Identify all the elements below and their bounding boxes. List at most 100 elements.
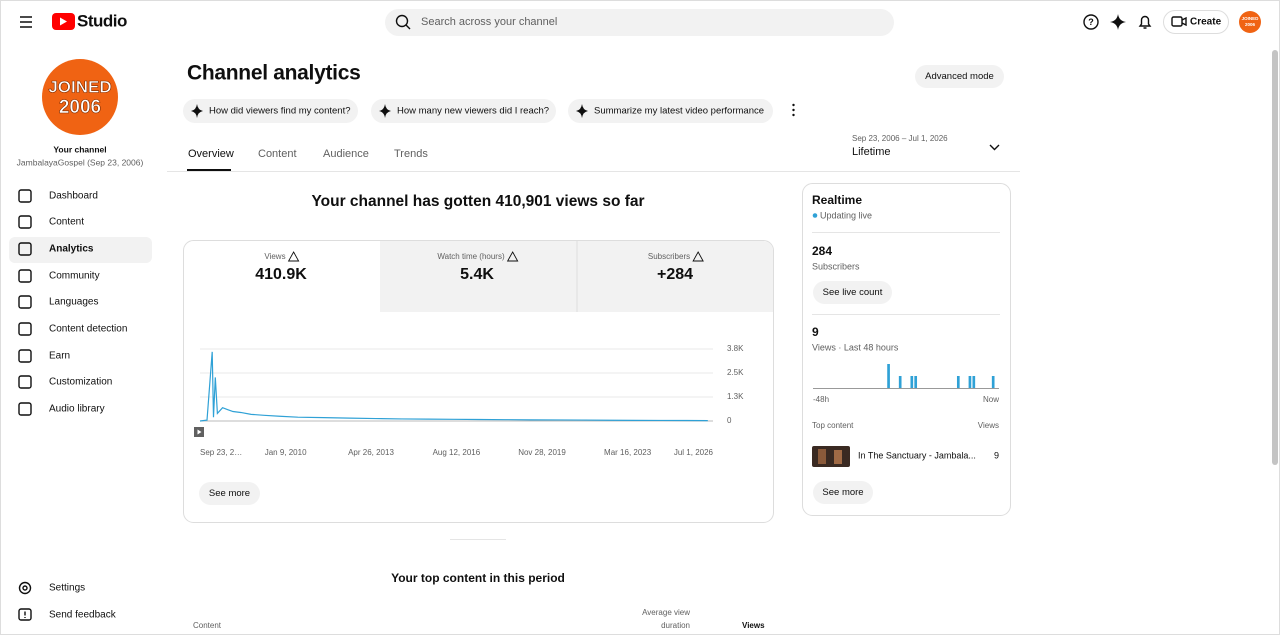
ai-button[interactable] — [1110, 14, 1126, 30]
see-live-count-button[interactable] — [813, 281, 892, 304]
nav-item[interactable]: Send feedback — [49, 610, 117, 621]
nav-item[interactable]: Content — [49, 217, 84, 228]
table-header: Views — [742, 621, 765, 630]
thumbnail-figure — [818, 449, 826, 464]
see-more-label: See more — [822, 487, 863, 498]
top-content-title: Your top content in this period — [391, 571, 565, 585]
bar — [914, 376, 918, 388]
thumbnail-figure — [834, 450, 842, 464]
period[interactable]: Lifetime — [852, 146, 891, 158]
tab[interactable]: Audience — [323, 148, 369, 160]
more-button[interactable] — [792, 103, 795, 107]
headline: Your channel has gotten 410,901 views so… — [311, 193, 644, 210]
search-icon — [395, 14, 409, 28]
metric-label[interactable]: Subscribers — [648, 252, 690, 261]
nav-item[interactable]: Content detection — [49, 324, 127, 335]
bar — [887, 364, 890, 388]
nav-item[interactable]: Dashboard — [49, 191, 98, 202]
search-box[interactable] — [385, 9, 894, 36]
nav-icon — [18, 322, 32, 336]
metric-value: 410.9K — [255, 266, 307, 283]
realtime-views-label: Views · Last 48 hours — [812, 342, 899, 352]
avatar-text: JOINED — [48, 77, 111, 96]
nav-item[interactable]: Customization — [49, 377, 112, 388]
create-icon-lens — [1181, 16, 1187, 27]
x-tick-label: Apr 26, 2013 — [348, 448, 394, 457]
more-dot — [792, 113, 795, 117]
logo-play — [60, 17, 67, 26]
x-tick-label: Aug 12, 2016 — [433, 448, 481, 457]
create-label: Create — [1190, 17, 1222, 28]
create-button[interactable] — [1163, 10, 1229, 34]
sparkle-icon — [379, 104, 391, 118]
nav-item[interactable]: Languages — [49, 297, 99, 308]
x-tick-label: Nov 28, 2019 — [518, 448, 566, 457]
nav-icon — [18, 375, 32, 389]
nav-active-bg — [9, 237, 152, 263]
x-tick-label: Now — [983, 395, 999, 404]
notifications-button[interactable] — [1138, 15, 1152, 29]
bar — [968, 376, 972, 388]
x-tick-label: Jan 9, 2010 — [265, 448, 307, 457]
table-header-wrap: Average view duration — [642, 608, 690, 630]
y-tick-label: 2.5K — [727, 368, 744, 377]
channel-avatar[interactable] — [42, 59, 118, 135]
date-range: Sep 23, 2006 – Jul 1, 2026 — [852, 134, 948, 143]
y-tick-label: 0 — [727, 416, 732, 425]
logo-text: Studio — [77, 11, 127, 30]
nav-item[interactable]: Audio library — [49, 404, 105, 415]
metric-value: 5.4K — [460, 266, 494, 283]
create-icon — [1171, 16, 1183, 27]
prompt-chip[interactable] — [568, 99, 773, 123]
see-more-button[interactable] — [199, 482, 260, 505]
nav-icon — [18, 295, 32, 309]
realtime-status: Updating live — [820, 210, 872, 220]
avatar-text: JOINED — [1242, 16, 1260, 21]
tabs: Overview Content Audience Trends — [188, 148, 428, 160]
views-header: Views — [978, 421, 999, 430]
advanced-mode-button[interactable] — [915, 65, 1004, 88]
realtime-card — [802, 183, 1011, 516]
tab[interactable]: Overview — [188, 148, 234, 160]
see-more-label: See more — [209, 488, 250, 499]
top-video-title[interactable]: In The Sanctuary - Jambala... — [858, 450, 976, 460]
prompt-chip[interactable] — [183, 99, 358, 123]
x-tick-label: Jul 1, 2026 — [674, 448, 714, 457]
account-avatar[interactable] — [1239, 11, 1261, 33]
nav-item[interactable]: Analytics — [49, 244, 94, 255]
top-content-label: Top content — [812, 421, 854, 430]
channel-label: Your channel — [53, 144, 106, 154]
nav-icon — [18, 215, 32, 229]
prompt-chip[interactable] — [371, 99, 556, 123]
help-button[interactable] — [1083, 14, 1099, 30]
sparkle-icon — [191, 104, 203, 118]
nav-item[interactable]: Community — [49, 271, 100, 282]
see-live-count-label: See live count — [823, 287, 883, 298]
nav-item[interactable]: Settings — [49, 583, 85, 594]
prompt-chips: How did viewers find my content? How many… — [183, 99, 773, 123]
video-thumbnail[interactable] — [812, 446, 850, 467]
nav-icon — [18, 269, 32, 283]
bar — [956, 376, 960, 388]
see-more-button[interactable] — [813, 481, 873, 504]
feedback-icon — [18, 608, 32, 621]
video-marker-play — [197, 429, 202, 435]
menu-button[interactable] — [20, 16, 32, 28]
nav-icon — [18, 242, 32, 256]
tab[interactable]: Trends — [394, 148, 428, 160]
subscriber-label: Subscribers — [812, 261, 860, 271]
metric-value: +284 — [657, 266, 693, 283]
logo[interactable]: Studio — [52, 11, 127, 30]
page-title: Channel analytics — [187, 62, 360, 85]
scrollbar[interactable] — [1272, 50, 1278, 465]
x-tick-label: Sep 23, 2… — [200, 448, 242, 457]
metric-label[interactable]: Watch time (hours) — [437, 252, 505, 261]
tab[interactable]: Content — [258, 148, 297, 160]
nav-item[interactable]: Earn — [49, 351, 70, 362]
prompt-label: How many new viewers did I reach? — [397, 106, 549, 117]
metric-label[interactable]: Views — [264, 252, 285, 261]
period-dropdown[interactable] — [989, 144, 1000, 151]
views-line — [199, 351, 708, 422]
realtime-title: Realtime — [812, 193, 862, 207]
